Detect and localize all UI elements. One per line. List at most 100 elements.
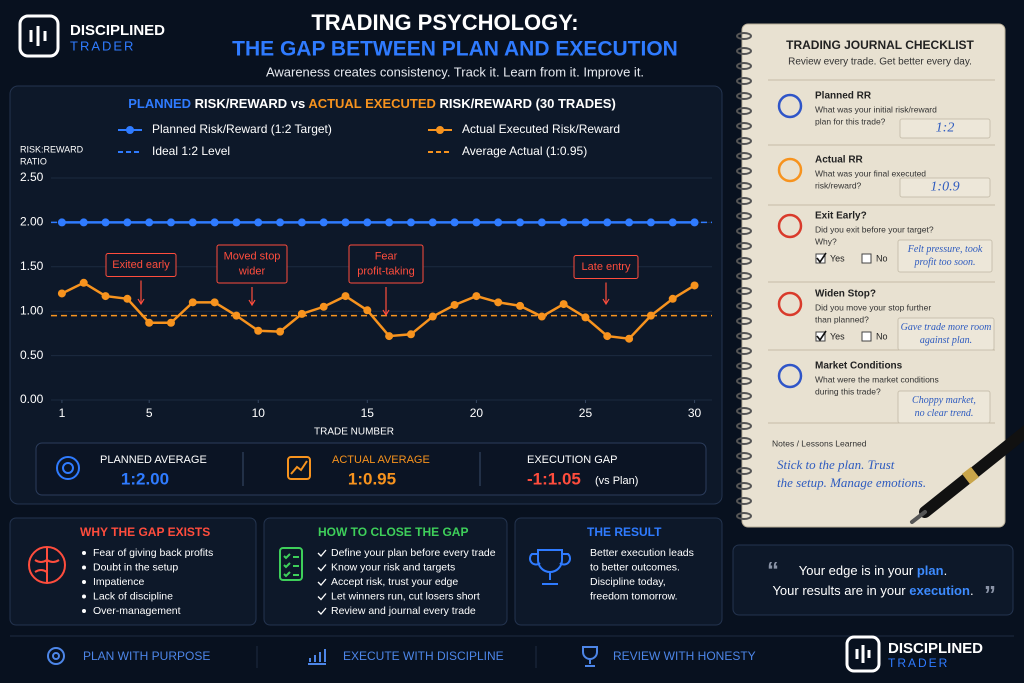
journal-question: What was your initial risk/reward: [815, 104, 937, 114]
ring: [736, 47, 752, 55]
footer-item: EXECUTE WITH DISCIPLINE: [343, 649, 504, 663]
check: [317, 607, 327, 615]
checkbox: [861, 253, 872, 264]
y-tick-label: 2.50: [20, 170, 44, 184]
ring: [736, 467, 752, 475]
data-point: [668, 218, 677, 227]
journal-item-title: Planned RR: [815, 91, 872, 102]
journal-answer: Choppy market,: [912, 395, 976, 406]
checkbox-label: No: [876, 253, 888, 263]
page-title: TRADING PSYCHOLOGY:: [311, 10, 578, 35]
ring: [736, 62, 752, 70]
ring: [736, 362, 752, 370]
data-point: [516, 301, 525, 310]
panel-item: Lack of discipline: [93, 590, 173, 602]
data-point: [516, 218, 525, 227]
checkbox-label: Yes: [830, 331, 845, 341]
journal-question: What were the market conditions: [815, 374, 939, 384]
data-point: [123, 218, 132, 227]
stat-note: (vs Plan): [595, 475, 638, 487]
ring: [736, 437, 752, 445]
quote-part: Your edge is in your: [799, 563, 917, 578]
bullet: [82, 580, 86, 584]
quote-part: execution: [909, 583, 970, 598]
annotation-box: [573, 255, 639, 279]
panel-item: Impatience: [93, 576, 145, 588]
data-point: [145, 318, 154, 327]
chart-title-part: RISK/REWARD (30 TRADES): [436, 96, 616, 111]
data-point: [166, 218, 175, 227]
checkmark: [816, 252, 827, 264]
footer-item: REVIEW WITH HONESTY: [613, 649, 756, 663]
data-point: [57, 289, 66, 298]
ring: [736, 512, 752, 520]
data-point: [581, 218, 590, 227]
y-tick-label: 0.00: [20, 392, 44, 406]
ring: [736, 137, 752, 145]
data-point: [646, 218, 655, 227]
panel-title: HOW TO CLOSE THE GAP: [318, 525, 468, 539]
check: [317, 578, 327, 586]
annotation-arrowhead: [248, 299, 256, 307]
chart-title-part: PLANNED: [128, 96, 191, 111]
data-point: [406, 218, 415, 227]
stat-label: EXECUTION GAP: [527, 454, 617, 466]
ring: [736, 482, 752, 490]
panel-item: Let winners run, cut losers short: [331, 590, 480, 602]
ring: [736, 497, 752, 505]
data-point: [559, 300, 568, 309]
journal-icon: [777, 157, 803, 183]
quote-part: .: [944, 563, 948, 578]
panel-title: THE RESULT: [587, 525, 662, 539]
data-point: [472, 292, 481, 301]
panel-icons: [28, 546, 571, 585]
brand-name: DISCIPLINED: [70, 22, 165, 39]
ring: [736, 212, 752, 220]
data-point: [494, 298, 503, 307]
annotation-box: [105, 253, 177, 277]
answer-box: [899, 118, 991, 139]
ring: [736, 392, 752, 400]
data-point: [57, 218, 66, 227]
data-point: [450, 300, 459, 309]
data-point: [603, 332, 612, 341]
data-point: [254, 218, 263, 227]
annotation-arrowhead: [382, 309, 390, 317]
check: [317, 549, 327, 557]
quote-part: .: [970, 583, 974, 598]
legend-marker: [436, 126, 444, 134]
ring: [736, 377, 752, 385]
journal-item-title: Exit Early?: [815, 211, 867, 222]
footer-icons: [47, 646, 598, 667]
y-tick-label: 2.00: [20, 215, 44, 229]
answer-box: [897, 317, 995, 351]
data-point: [319, 302, 328, 311]
data-point: [537, 218, 546, 227]
legend-label: Average Actual (1:0.95): [462, 144, 587, 158]
data-point: [341, 218, 350, 227]
chart-title-part: ACTUAL EXECUTED: [308, 96, 436, 111]
journal-question: Did you move your stop further: [815, 302, 931, 312]
data-point: [559, 218, 568, 227]
ring: [736, 422, 752, 430]
data-point: [625, 334, 634, 343]
data-point: [210, 218, 219, 227]
ring: [736, 107, 752, 115]
data-point: [341, 292, 350, 301]
page-title-2: THE GAP BETWEEN PLAN AND EXECUTION: [232, 38, 678, 61]
journal-item-title: Widen Stop?: [815, 289, 876, 300]
data-point: [646, 311, 655, 320]
quote-line: Your edge is in your plan.: [799, 563, 947, 578]
notes-text: Stick to the plan. Trust: [777, 457, 895, 472]
x-tick-label: 5: [146, 406, 153, 420]
bullet: [82, 594, 86, 599]
ring: [736, 122, 752, 130]
chart-title-part: RISK/REWARD vs: [191, 96, 308, 111]
notebook-rings: [736, 32, 752, 520]
panel-item: Review and journal every trade: [331, 605, 476, 617]
data-point: [297, 309, 306, 318]
page-subtitle: Awareness creates consistency. Track it.…: [266, 64, 644, 79]
data-point: [428, 218, 437, 227]
stat-value: 1:0.95: [348, 469, 396, 488]
data-point: [428, 312, 437, 321]
